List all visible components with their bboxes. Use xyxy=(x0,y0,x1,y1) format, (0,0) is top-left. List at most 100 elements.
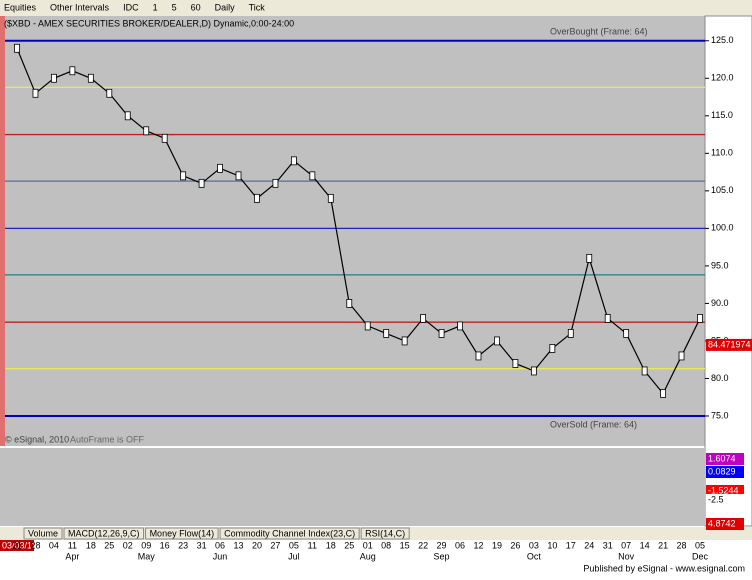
candle xyxy=(697,314,703,323)
month-label: Aug xyxy=(360,551,376,561)
candle xyxy=(254,193,260,203)
x-tick-label: 18 xyxy=(326,540,336,550)
tab[interactable]: Money Flow(14) xyxy=(150,528,215,538)
tab-border xyxy=(145,527,219,540)
copyright: © eSignal, 2010 xyxy=(5,434,69,444)
toolbar-item[interactable]: Tick xyxy=(249,2,266,12)
tab-border xyxy=(219,527,360,540)
month-label: Nov xyxy=(618,551,635,561)
tab[interactable]: MACD(12,26,9,C) xyxy=(68,528,140,538)
toolbar-item[interactable]: Other Intervals xyxy=(50,2,110,12)
y-tick-label: 95.0 xyxy=(711,260,729,270)
candle xyxy=(346,299,353,308)
tab[interactable]: RSI(14,C) xyxy=(365,528,405,538)
x-tick-label: 28 xyxy=(677,540,687,550)
y-tick-label: 110.0 xyxy=(711,148,733,158)
price-pane xyxy=(0,16,705,446)
x-tick-label: 10 xyxy=(547,540,557,550)
candle xyxy=(217,163,223,173)
candle xyxy=(272,178,279,188)
oversold-note: OverSold (Frame: 64) xyxy=(550,419,637,429)
x-tick-label: 27 xyxy=(270,540,280,550)
x-tick-label: 09 xyxy=(141,540,151,550)
candle xyxy=(549,344,556,353)
macd-label-box xyxy=(706,494,744,506)
macd-pane xyxy=(0,448,705,526)
x-tick-label: 16 xyxy=(160,540,170,550)
x-tick-label: 31 xyxy=(197,540,207,550)
x-tick-label: 11 xyxy=(308,540,317,550)
x-tick-label: 03 xyxy=(529,540,539,550)
candle xyxy=(51,73,57,83)
candle xyxy=(438,329,445,338)
x-tick-label: 28 xyxy=(30,540,40,550)
candle xyxy=(106,88,113,98)
tab-border xyxy=(23,527,63,540)
y-tick-label: 100.0 xyxy=(711,223,734,233)
x-tick-label: 25 xyxy=(344,540,354,550)
x-tick-label: 26 xyxy=(510,540,520,550)
candle xyxy=(641,366,648,376)
close-line xyxy=(16,48,701,395)
date-box-text: 03/03/11 xyxy=(2,540,36,550)
toolbar-item[interactable]: 60 xyxy=(191,2,201,12)
candle xyxy=(383,329,390,338)
candle xyxy=(69,66,76,76)
x-tick-label: 08 xyxy=(381,540,391,550)
tab[interactable]: Commodity Channel Index(23,C) xyxy=(224,528,355,538)
x-tick-label: 06 xyxy=(215,540,225,550)
candle xyxy=(364,321,371,331)
toolbar-item[interactable]: Daily xyxy=(215,2,236,12)
x-tick-label: 25 xyxy=(104,540,114,550)
candle xyxy=(235,171,242,181)
toolbar-item[interactable]: 1 xyxy=(153,2,158,12)
month-label: Apr xyxy=(65,551,79,561)
candle xyxy=(32,88,39,98)
date-box xyxy=(0,540,34,551)
candle xyxy=(327,193,334,203)
x-tick-label: 22 xyxy=(418,540,428,550)
candle xyxy=(161,133,168,143)
x-tick-label: 05 xyxy=(289,540,299,550)
x-tick-label: 18 xyxy=(86,540,96,550)
candle xyxy=(530,366,537,376)
macd-label: 0.0829 xyxy=(708,466,736,476)
last-price-box xyxy=(706,338,752,351)
x-tick-label: 11 xyxy=(68,540,77,550)
candle xyxy=(586,253,593,263)
toolbar-item[interactable]: IDC xyxy=(123,2,139,12)
macd-bottom-label: 4.8742 xyxy=(708,518,736,528)
x-tick-label: 02 xyxy=(123,540,133,550)
candle xyxy=(143,126,150,136)
candle xyxy=(475,351,482,361)
x-tick-label: 21 xyxy=(12,540,22,550)
y-tick-label: 80.0 xyxy=(711,373,729,383)
overbought-note: OverBought (Frame: 64) xyxy=(550,26,648,36)
candle xyxy=(457,321,463,331)
month-label: Jul xyxy=(288,551,300,561)
candle xyxy=(512,359,519,368)
x-tick-label: 19 xyxy=(492,540,502,550)
macd-label-box xyxy=(706,466,744,478)
candle xyxy=(401,336,408,346)
y-tick-label: 125.0 xyxy=(711,35,734,45)
left-strip xyxy=(0,16,5,446)
y-tick-label: 75.0 xyxy=(711,410,729,420)
toolbar-item[interactable]: 5 xyxy=(172,2,177,12)
candle xyxy=(124,111,131,121)
candle xyxy=(309,171,316,181)
macd-bottom-box xyxy=(706,518,744,530)
month-label: Jun xyxy=(213,551,228,561)
tab[interactable]: Volume xyxy=(28,528,58,538)
toolbar-item[interactable]: Equities xyxy=(4,2,37,12)
x-tick-label: 05 xyxy=(695,540,705,550)
macd-label: 1.6074 xyxy=(708,453,736,463)
x-tick-label: 31 xyxy=(603,540,613,550)
macd-label: -2.5 xyxy=(708,494,724,504)
candle xyxy=(180,171,187,181)
month-label: Oct xyxy=(527,551,542,561)
x-tick-label: 07 xyxy=(621,540,631,550)
tab-border xyxy=(63,527,145,540)
y-tick-label: 115.0 xyxy=(711,110,733,120)
x-tick-label: 04 xyxy=(49,540,59,550)
